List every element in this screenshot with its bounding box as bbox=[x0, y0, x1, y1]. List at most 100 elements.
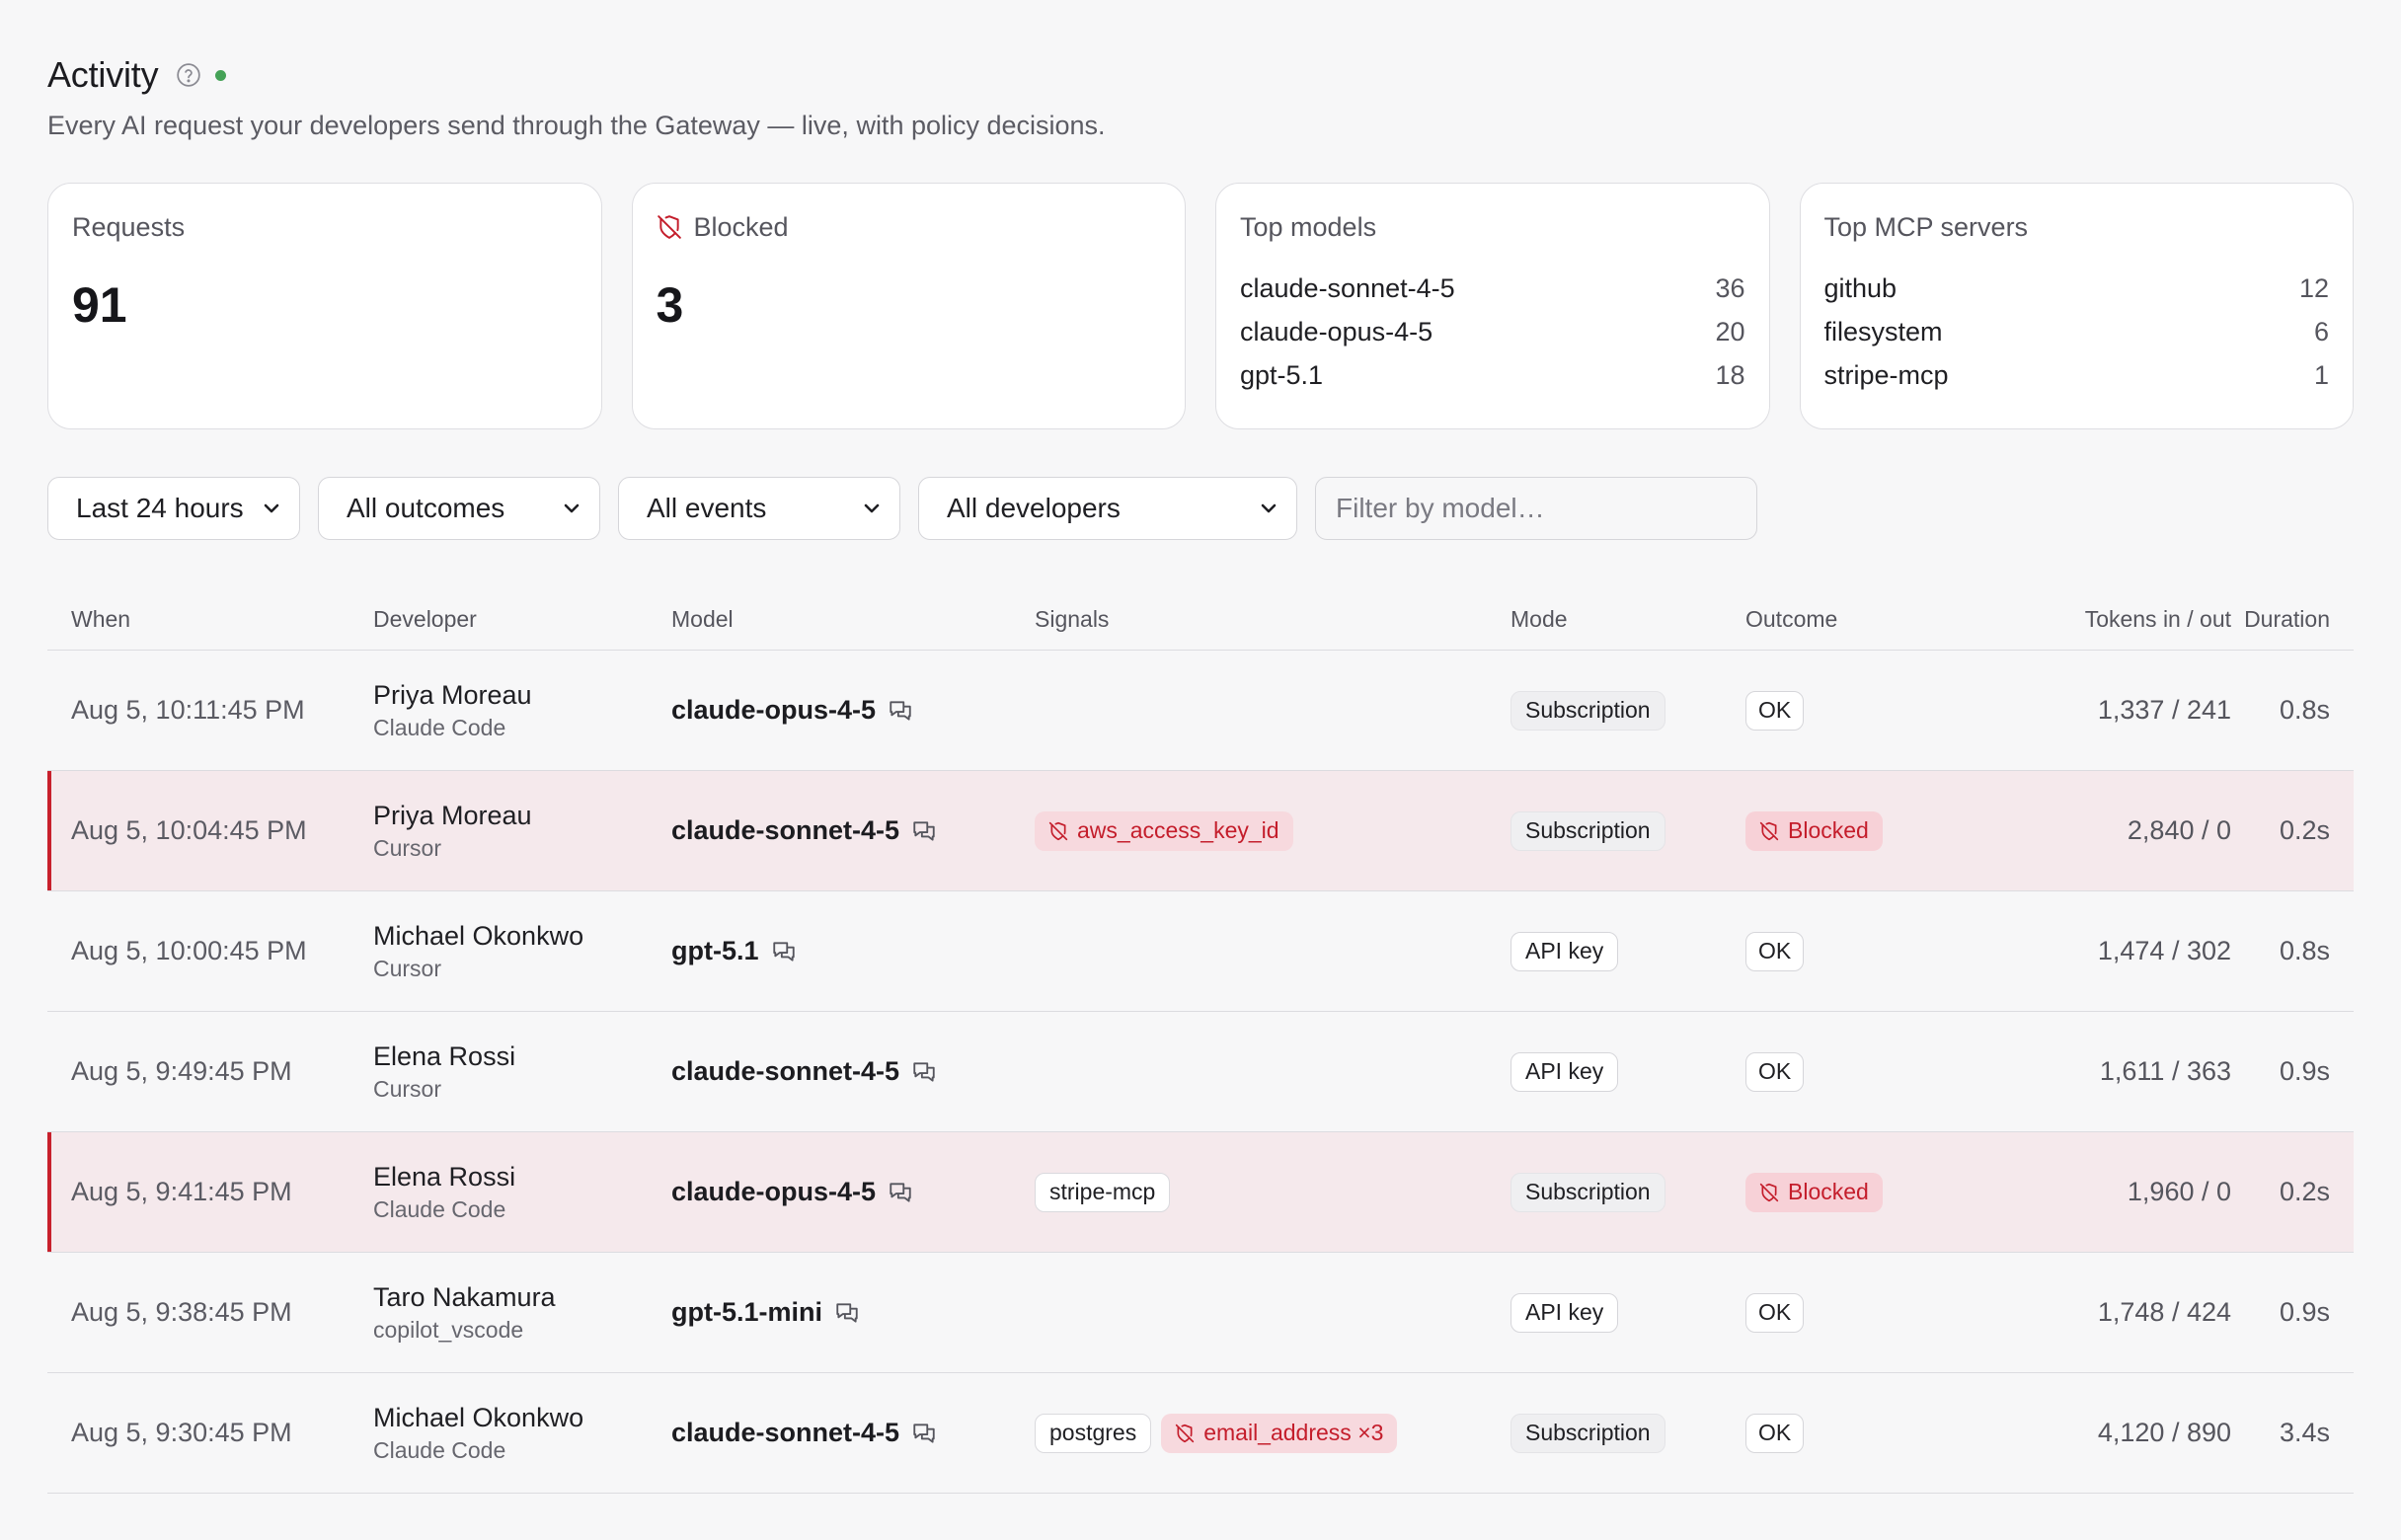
cell-tokens: 1,474 / 302 bbox=[2097, 936, 2231, 965]
developers-select[interactable]: All developers bbox=[918, 477, 1297, 540]
cell-mode: API key bbox=[1510, 1292, 1745, 1333]
developer-name[interactable]: Priya Moreau bbox=[373, 679, 532, 710]
page-header: Activity bbox=[47, 51, 2354, 99]
cell-mode: Subscription bbox=[1510, 1172, 1745, 1212]
column-header-outcome[interactable]: Outcome bbox=[1745, 606, 1838, 632]
chat-bubbles-icon[interactable] bbox=[911, 1059, 937, 1085]
stat-cards: Requests 91 Blocked 3 Top models claude-… bbox=[47, 183, 2354, 429]
model-wrapper: claude-sonnet-4-5 bbox=[671, 1418, 1035, 1448]
developer-name[interactable]: Elena Rossi bbox=[373, 1040, 516, 1071]
status-badge: OK bbox=[1745, 1292, 1805, 1333]
table-row[interactable]: Aug 5, 10:11:45 PM Priya Moreau Claude Cod… bbox=[47, 651, 2354, 771]
filter-bar: Last 24 hours All outcomes All events Al… bbox=[47, 477, 2354, 540]
mcp-name: stripe-mcp bbox=[1823, 360, 1949, 390]
cell-developer: Michael Okonkwo Cursor bbox=[373, 921, 671, 982]
cell-model: gpt-5.1 bbox=[671, 936, 1035, 966]
status-badge: OK bbox=[1745, 1413, 1805, 1453]
cell-outcome: Blocked bbox=[1745, 1172, 1943, 1212]
chat-bubbles-icon[interactable] bbox=[771, 939, 797, 964]
column-header-model[interactable]: Model bbox=[671, 606, 734, 632]
column-header-signals[interactable]: Signals bbox=[1035, 606, 1110, 632]
time-range-select[interactable]: Last 24 hours bbox=[47, 477, 300, 540]
table-row[interactable]: Aug 5, 9:30:45 PM Michael Okonkwo Claude C… bbox=[47, 1373, 2354, 1494]
chat-bubbles-icon[interactable] bbox=[834, 1300, 860, 1326]
model-name[interactable]: claude-sonnet-4-5 bbox=[671, 1418, 900, 1447]
mcp-count: 12 bbox=[2298, 273, 2329, 303]
list-item: claude-sonnet-4-5 36 bbox=[1240, 267, 1745, 310]
table-row[interactable]: Aug 5, 9:49:45 PM Elena Rossi Cursor claude… bbox=[47, 1012, 2354, 1132]
developer-name[interactable]: Elena Rossi bbox=[373, 1161, 516, 1192]
signal-chip[interactable]: aws_access_key_id bbox=[1035, 810, 1293, 851]
cell-mode: Subscription bbox=[1510, 810, 1745, 851]
chat-bubbles-icon[interactable] bbox=[888, 698, 913, 724]
activity-table: When Developer Model Signals Mode Outcom… bbox=[47, 589, 2354, 1494]
activity-page: Activity Every AI request your developer… bbox=[47, 51, 2354, 1494]
list-item: filesystem 6 bbox=[1824, 310, 2330, 353]
model-wrapper: gpt-5.1 bbox=[671, 936, 1035, 966]
developer-client: Cursor bbox=[373, 834, 442, 861]
developer-client: Claude Code bbox=[373, 714, 506, 740]
cell-when: Aug 5, 9:41:45 PM bbox=[47, 1177, 373, 1207]
cell-tokens: 1,748 / 424 bbox=[2097, 1297, 2231, 1327]
cell-outcome: OK bbox=[1745, 690, 1943, 731]
model-name[interactable]: gpt-5.1 bbox=[671, 936, 759, 965]
model-filter-input[interactable] bbox=[1315, 477, 1757, 540]
requests-label: Requests bbox=[72, 211, 186, 242]
developer-name[interactable]: Priya Moreau bbox=[373, 800, 532, 830]
developer-name[interactable]: Michael Okonkwo bbox=[373, 1402, 584, 1432]
cell-duration: 0.8s bbox=[2279, 936, 2330, 965]
cell-tokens: 1,960 / 0 bbox=[2127, 1177, 2231, 1206]
table-row[interactable]: Aug 5, 10:04:45 PM Priya Moreau Cursor clau… bbox=[47, 771, 2354, 891]
mode-badge: Subscription bbox=[1510, 690, 1665, 731]
cell-outcome: Blocked bbox=[1745, 810, 1943, 851]
column-header-when[interactable]: When bbox=[71, 606, 131, 632]
model-name: gpt-5.1 bbox=[1240, 360, 1324, 390]
status-label: Blocked bbox=[1788, 1179, 1869, 1204]
model-name[interactable]: gpt-5.1-mini bbox=[671, 1297, 822, 1327]
chevron-down-icon bbox=[562, 499, 581, 518]
signal-chip[interactable]: postgres bbox=[1035, 1413, 1152, 1453]
model-name[interactable]: claude-opus-4-5 bbox=[671, 1177, 877, 1206]
cell-mode: Subscription bbox=[1510, 1413, 1745, 1453]
column-header-mode[interactable]: Mode bbox=[1510, 606, 1568, 632]
developer-name[interactable]: Michael Okonkwo bbox=[373, 920, 584, 951]
model-name: claude-sonnet-4-5 bbox=[1240, 273, 1455, 303]
column-header-developer[interactable]: Developer bbox=[373, 606, 477, 632]
developer-client: Claude Code bbox=[373, 1195, 506, 1222]
signal-chip[interactable]: email_address ×3 bbox=[1161, 1413, 1398, 1453]
shield-off-icon bbox=[1759, 821, 1779, 841]
top-models-card: Top models claude-sonnet-4-5 36 claude-op… bbox=[1215, 183, 1770, 429]
outcome-value: All outcomes bbox=[347, 493, 505, 523]
cell-signals: postgres email_address ×3 bbox=[1035, 1413, 1510, 1453]
column-header-duration[interactable]: Duration bbox=[2244, 606, 2330, 632]
events-select[interactable]: All events bbox=[618, 477, 900, 540]
model-wrapper: claude-opus-4-5 bbox=[671, 1177, 1035, 1207]
mcp-name: github bbox=[1823, 273, 1898, 303]
model-name[interactable]: claude-opus-4-5 bbox=[671, 695, 877, 725]
shield-off-icon bbox=[1048, 821, 1068, 841]
cell-mode: API key bbox=[1510, 1051, 1745, 1092]
cell-duration: 0.2s bbox=[2279, 815, 2330, 845]
table-row[interactable]: Aug 5, 9:41:45 PM Elena Rossi Claude Code c… bbox=[47, 1132, 2354, 1253]
signal-label: postgres bbox=[1049, 1420, 1137, 1445]
cell-outcome: OK bbox=[1745, 1413, 1943, 1453]
timestamp: Aug 5, 9:38:45 PM bbox=[71, 1297, 292, 1327]
model-wrapper: claude-opus-4-5 bbox=[671, 695, 1035, 726]
cell-signals: stripe-mcp bbox=[1035, 1172, 1510, 1212]
signal-chip[interactable]: stripe-mcp bbox=[1035, 1172, 1171, 1212]
chat-bubbles-icon[interactable] bbox=[911, 1421, 937, 1446]
model-name[interactable]: claude-sonnet-4-5 bbox=[671, 815, 900, 845]
table-row[interactable]: Aug 5, 9:38:45 PM Taro Nakamura copilot_vs… bbox=[47, 1253, 2354, 1373]
question-circle-icon[interactable] bbox=[176, 62, 201, 88]
chat-bubbles-icon[interactable] bbox=[911, 818, 937, 844]
cell-developer: Taro Nakamura copilot_vscode bbox=[373, 1282, 671, 1344]
table-row[interactable]: Aug 5, 10:00:45 PM Michael Okonkwo Cursor g… bbox=[47, 891, 2354, 1012]
model-name[interactable]: claude-sonnet-4-5 bbox=[671, 1056, 900, 1086]
developer-name[interactable]: Taro Nakamura bbox=[373, 1281, 556, 1312]
chat-bubbles-icon[interactable] bbox=[888, 1180, 913, 1205]
column-header-tokens[interactable]: Tokens in / out bbox=[2084, 606, 2231, 632]
cell-model: claude-sonnet-4-5 bbox=[671, 815, 1035, 846]
cell-mode: Subscription bbox=[1510, 690, 1745, 731]
timestamp: Aug 5, 9:30:45 PM bbox=[71, 1418, 292, 1447]
outcome-select[interactable]: All outcomes bbox=[318, 477, 600, 540]
